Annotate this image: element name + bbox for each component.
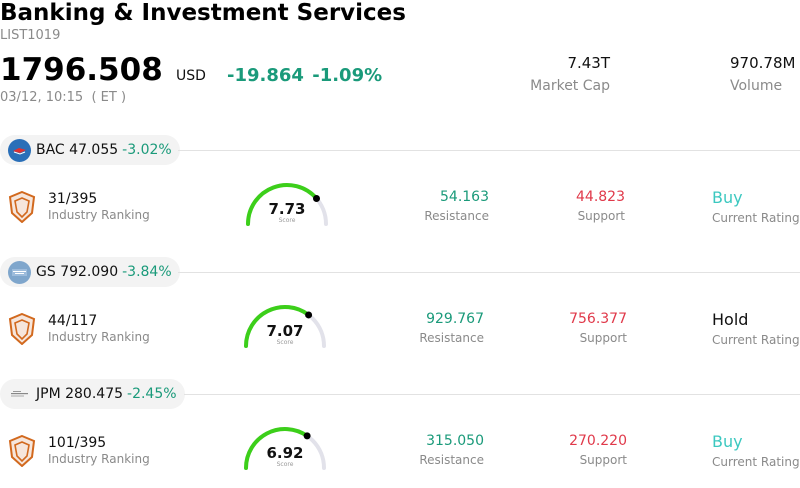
- timestamp: 03/12, 10:15 ( ET ): [0, 90, 127, 105]
- stock-chip-gs[interactable]: GS 792.090 -3.84%: [0, 257, 180, 287]
- rating-label: Current Rating: [712, 455, 800, 469]
- rating-label: Current Rating: [712, 333, 800, 347]
- industry-rank-label: Industry Ranking: [48, 452, 150, 466]
- rating-label: Current Rating: [712, 211, 800, 225]
- stock-price: 280.475: [65, 386, 124, 402]
- industry-rank-value: 44/117: [48, 313, 98, 329]
- currency-label: USD: [176, 68, 206, 84]
- page-title: Banking & Investment Services: [0, 0, 406, 26]
- stock-ticker: BAC: [36, 142, 65, 158]
- resistance-value: 929.767: [426, 311, 484, 327]
- change-value: -19.864: [227, 65, 304, 86]
- score-label: Score: [278, 217, 296, 224]
- stock-price: 47.055: [69, 142, 119, 158]
- industry-rank-value: 31/395: [48, 191, 98, 207]
- list-code: LIST1019: [0, 28, 61, 43]
- market-cap-label: Market Cap: [530, 78, 610, 94]
- volume-label: Volume: [730, 78, 783, 94]
- shield-icon: [8, 191, 36, 223]
- shield-icon: [8, 435, 36, 467]
- resistance-label: Resistance: [419, 453, 484, 467]
- market-cap-value: 7.43T: [567, 54, 610, 72]
- score-label: Score: [276, 461, 294, 468]
- support-value: 756.377: [569, 311, 627, 327]
- resistance-label: Resistance: [424, 209, 489, 223]
- score-gauge: [246, 183, 328, 226]
- stock-change-percent: -3.02%: [122, 142, 172, 158]
- stock-chip-jpm[interactable]: JPM 280.475 -2.45%: [0, 379, 185, 409]
- resistance-label: Resistance: [419, 331, 484, 345]
- rating-value: Buy: [712, 188, 743, 207]
- change-percent: -1.09%: [312, 65, 383, 86]
- stock-change-percent: -3.84%: [122, 264, 172, 280]
- stock-chip-bac[interactable]: BAC 47.055 -3.02%: [0, 135, 180, 165]
- jpmorgan-logo-icon: [8, 382, 31, 406]
- support-value: 270.220: [569, 433, 627, 449]
- score-value: 6.92: [266, 444, 304, 462]
- resistance-value: 54.163: [440, 189, 489, 205]
- index-change: -19.864 -1.09%: [227, 65, 382, 86]
- score-value: 7.07: [266, 322, 304, 340]
- rating-value: Hold: [712, 310, 749, 329]
- volume-value: 970.78M: [730, 54, 796, 72]
- divider: [178, 150, 800, 151]
- shield-icon: [8, 313, 36, 345]
- stock-price: 792.090: [60, 264, 119, 280]
- support-label: Support: [579, 453, 627, 467]
- resistance-value: 315.050: [426, 433, 484, 449]
- goldman-sachs-logo-icon: [8, 260, 31, 284]
- score-label: Score: [276, 339, 294, 346]
- stock-ticker: GS: [36, 264, 56, 280]
- support-label: Support: [579, 331, 627, 345]
- divider: [184, 394, 800, 395]
- rating-value: Buy: [712, 432, 743, 451]
- index-price: 1796.508: [0, 52, 163, 88]
- score-gauge: [244, 427, 326, 470]
- divider: [178, 272, 800, 273]
- stock-ticker: JPM: [36, 386, 61, 402]
- industry-rank-value: 101/395: [48, 435, 107, 451]
- industry-rank-label: Industry Ranking: [48, 330, 150, 344]
- score-value: 7.73: [268, 200, 306, 218]
- stock-change-percent: -2.45%: [127, 386, 177, 402]
- support-value: 44.823: [576, 189, 625, 205]
- industry-rank-label: Industry Ranking: [48, 208, 150, 222]
- support-label: Support: [577, 209, 625, 223]
- bank-of-america-logo-icon: [8, 138, 31, 162]
- score-gauge: [244, 305, 326, 348]
